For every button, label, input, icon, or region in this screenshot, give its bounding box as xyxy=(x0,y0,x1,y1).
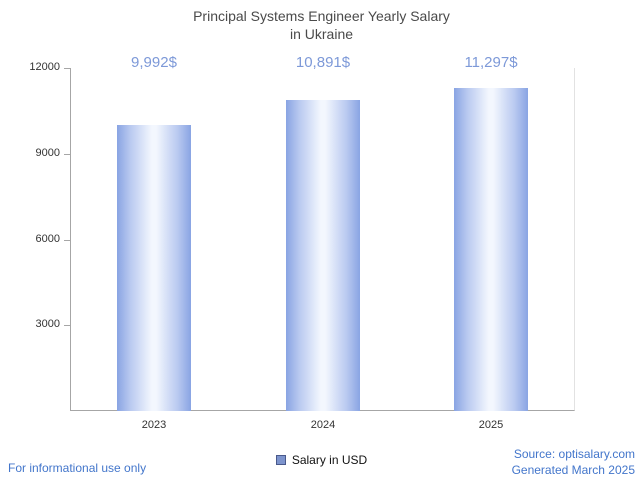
footer-note: For informational use only xyxy=(8,461,147,475)
bar xyxy=(286,100,360,411)
source-line: Source: optisalary.com xyxy=(513,447,635,461)
chart-title-line-2: in Ukraine xyxy=(289,26,354,42)
footer-source: Source: optisalary.com Generated March 2… xyxy=(512,446,635,478)
legend: Salary in USD xyxy=(0,453,643,467)
x-axis-label: 2023 xyxy=(141,419,167,431)
generated-line: Generated March 2025 xyxy=(511,463,635,477)
y-axis-label: 3000 xyxy=(35,318,60,331)
chart-title: Principal Systems Engineer Yearly Salary… xyxy=(0,7,643,43)
x-axis-label: 2025 xyxy=(478,419,504,431)
y-axis-tick xyxy=(64,154,70,155)
bar-value-label: 10,891$ xyxy=(295,54,351,71)
legend-swatch xyxy=(275,455,286,465)
chart-title-line-1: Principal Systems Engineer Yearly Salary xyxy=(193,8,450,24)
y-axis-label: 9000 xyxy=(35,146,60,159)
y-axis-label: 12000 xyxy=(29,61,60,73)
y-axis-tick xyxy=(64,240,70,241)
bar-value-label: 11,297$ xyxy=(464,54,518,71)
legend-label: Salary in USD xyxy=(291,453,368,467)
bar-value-label: 9,992$ xyxy=(131,54,177,71)
x-axis-label: 2024 xyxy=(310,419,336,431)
y-axis-tick xyxy=(64,325,70,326)
y-axis-label: 6000 xyxy=(35,232,60,245)
bar xyxy=(117,125,191,411)
bar xyxy=(454,88,528,411)
y-axis-tick xyxy=(64,68,70,69)
